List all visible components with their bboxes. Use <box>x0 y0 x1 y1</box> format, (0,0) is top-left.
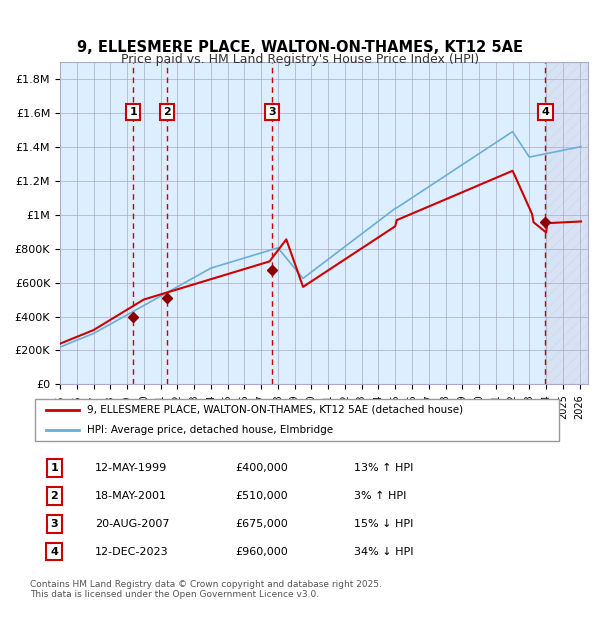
Text: 4: 4 <box>50 547 58 557</box>
Text: 3: 3 <box>50 519 58 529</box>
Text: 3: 3 <box>268 107 275 117</box>
Text: 3% ↑ HPI: 3% ↑ HPI <box>354 491 406 501</box>
Text: 34% ↓ HPI: 34% ↓ HPI <box>354 547 413 557</box>
Text: 4: 4 <box>541 107 549 117</box>
Text: 12-MAY-1999: 12-MAY-1999 <box>95 463 167 473</box>
Text: 1: 1 <box>129 107 137 117</box>
Text: £675,000: £675,000 <box>235 519 288 529</box>
Text: 15% ↓ HPI: 15% ↓ HPI <box>354 519 413 529</box>
Text: 13% ↑ HPI: 13% ↑ HPI <box>354 463 413 473</box>
Text: HPI: Average price, detached house, Elmbridge: HPI: Average price, detached house, Elmb… <box>86 425 333 435</box>
Text: 9, ELLESMERE PLACE, WALTON-ON-THAMES, KT12 5AE: 9, ELLESMERE PLACE, WALTON-ON-THAMES, KT… <box>77 40 523 55</box>
Text: Price paid vs. HM Land Registry's House Price Index (HPI): Price paid vs. HM Land Registry's House … <box>121 53 479 66</box>
Text: 1: 1 <box>50 463 58 473</box>
Text: £510,000: £510,000 <box>235 491 288 501</box>
Text: 20-AUG-2007: 20-AUG-2007 <box>95 519 169 529</box>
Text: 12-DEC-2023: 12-DEC-2023 <box>95 547 169 557</box>
FancyBboxPatch shape <box>35 399 559 441</box>
Text: £960,000: £960,000 <box>235 547 288 557</box>
Bar <box>272 62 545 384</box>
Text: 2: 2 <box>163 107 171 117</box>
Text: 2: 2 <box>50 491 58 501</box>
Bar <box>167 62 272 384</box>
Text: 18-MAY-2001: 18-MAY-2001 <box>95 491 167 501</box>
Text: 9, ELLESMERE PLACE, WALTON-ON-THAMES, KT12 5AE (detached house): 9, ELLESMERE PLACE, WALTON-ON-THAMES, KT… <box>86 405 463 415</box>
Bar <box>545 62 588 384</box>
Text: Contains HM Land Registry data © Crown copyright and database right 2025.
This d: Contains HM Land Registry data © Crown c… <box>30 580 382 599</box>
Bar <box>133 62 167 384</box>
Text: £400,000: £400,000 <box>235 463 288 473</box>
